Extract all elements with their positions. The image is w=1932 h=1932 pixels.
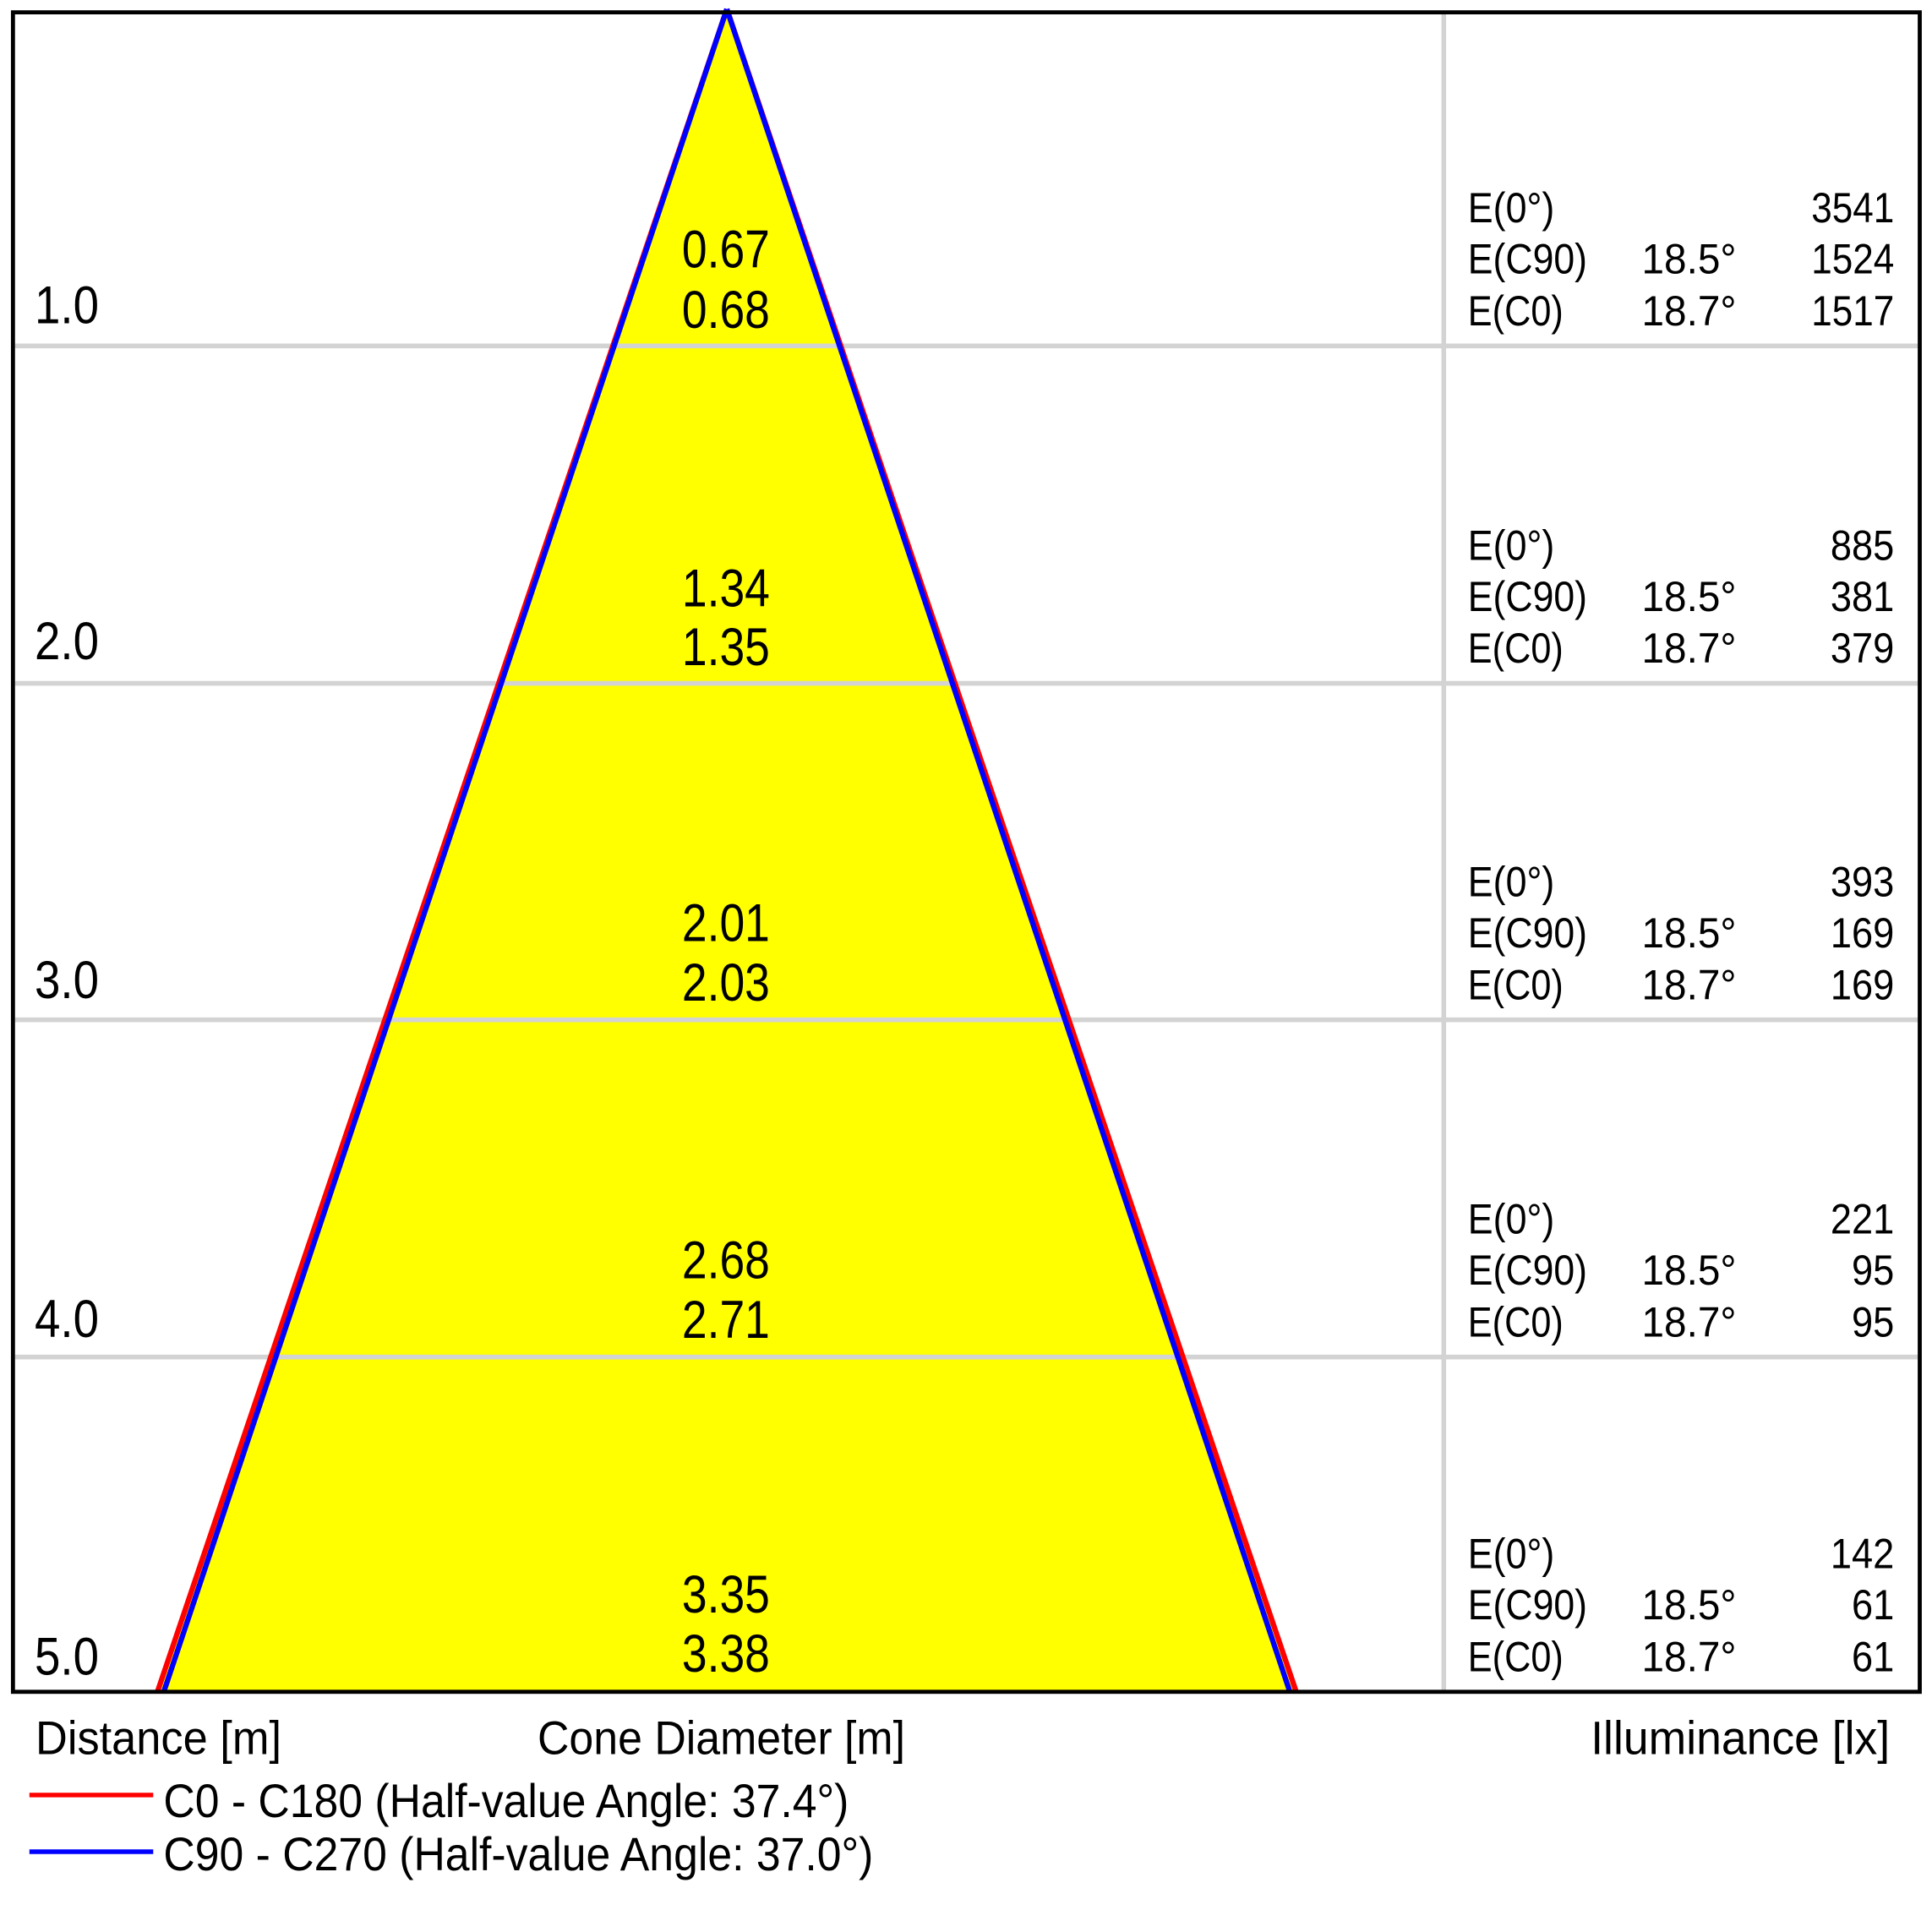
svg-text:Distance [m]: Distance [m] (35, 1712, 281, 1765)
svg-text:381: 381 (1831, 573, 1894, 620)
svg-text:5.0: 5.0 (35, 1627, 99, 1686)
svg-text:18.5°: 18.5° (1642, 909, 1737, 957)
svg-text:393: 393 (1831, 858, 1894, 905)
svg-text:18.7°: 18.7° (1642, 625, 1737, 672)
svg-text:95: 95 (1852, 1298, 1894, 1345)
svg-text:E(0°): E(0°) (1468, 521, 1555, 569)
svg-text:61: 61 (1852, 1581, 1894, 1629)
svg-text:18.7°: 18.7° (1642, 287, 1737, 335)
svg-text:E(C0): E(C0) (1468, 961, 1564, 1008)
svg-text:18.7°: 18.7° (1642, 1633, 1737, 1680)
svg-text:E(0°): E(0°) (1468, 1195, 1555, 1242)
svg-text:Illuminance [lx]: Illuminance [lx] (1591, 1712, 1890, 1765)
svg-text:C90 - C270 (Half-value Angle:: C90 - C270 (Half-value Angle: 37.0°) (163, 1828, 873, 1880)
svg-text:3541: 3541 (1811, 184, 1894, 232)
svg-text:E(0°): E(0°) (1468, 858, 1555, 905)
svg-text:2.0: 2.0 (35, 612, 99, 671)
svg-text:379: 379 (1831, 625, 1894, 672)
svg-text:Cone Diameter [m]: Cone Diameter [m] (538, 1712, 905, 1765)
svg-text:1.0: 1.0 (35, 276, 99, 336)
svg-text:2.01: 2.01 (682, 894, 770, 953)
svg-text:2.71: 2.71 (682, 1291, 770, 1350)
svg-text:1.35: 1.35 (682, 618, 770, 677)
svg-text:E(C90): E(C90) (1468, 573, 1587, 620)
svg-text:1.34: 1.34 (682, 559, 770, 619)
svg-text:221: 221 (1831, 1195, 1894, 1242)
svg-text:18.7°: 18.7° (1642, 1298, 1737, 1345)
svg-text:18.5°: 18.5° (1642, 236, 1737, 283)
svg-text:18.5°: 18.5° (1642, 1247, 1737, 1294)
svg-text:E(C90): E(C90) (1468, 1247, 1587, 1294)
svg-text:1517: 1517 (1811, 287, 1894, 335)
svg-text:18.5°: 18.5° (1642, 1581, 1737, 1629)
svg-text:95: 95 (1852, 1247, 1894, 1294)
svg-text:169: 169 (1831, 909, 1894, 957)
svg-text:E(C0): E(C0) (1468, 625, 1564, 672)
svg-text:0.68: 0.68 (682, 281, 770, 340)
svg-text:0.67: 0.67 (682, 221, 770, 280)
svg-text:E(C0): E(C0) (1468, 1633, 1564, 1680)
svg-text:4.0: 4.0 (35, 1290, 99, 1349)
svg-text:E(C0): E(C0) (1468, 1298, 1564, 1345)
svg-text:18.5°: 18.5° (1642, 573, 1737, 620)
svg-text:61: 61 (1852, 1633, 1894, 1680)
svg-text:E(C90): E(C90) (1468, 1581, 1587, 1629)
svg-text:E(0°): E(0°) (1468, 1531, 1555, 1578)
svg-text:C0 - C180 (Half-value Angle: 3: C0 - C180 (Half-value Angle: 37.4°) (163, 1775, 849, 1827)
svg-text:885: 885 (1831, 521, 1894, 569)
svg-text:142: 142 (1831, 1531, 1894, 1578)
svg-text:3.0: 3.0 (35, 951, 99, 1010)
svg-text:169: 169 (1831, 961, 1894, 1008)
svg-text:3.38: 3.38 (682, 1624, 770, 1684)
svg-text:E(C0): E(C0) (1468, 287, 1564, 335)
svg-text:2.68: 2.68 (682, 1231, 770, 1291)
svg-text:18.7°: 18.7° (1642, 961, 1737, 1008)
svg-text:E(C90): E(C90) (1468, 236, 1587, 283)
svg-text:3.35: 3.35 (682, 1565, 770, 1624)
svg-text:E(C90): E(C90) (1468, 909, 1587, 957)
svg-text:1524: 1524 (1811, 236, 1894, 283)
svg-text:E(0°): E(0°) (1468, 184, 1555, 232)
svg-text:2.03: 2.03 (682, 953, 770, 1012)
